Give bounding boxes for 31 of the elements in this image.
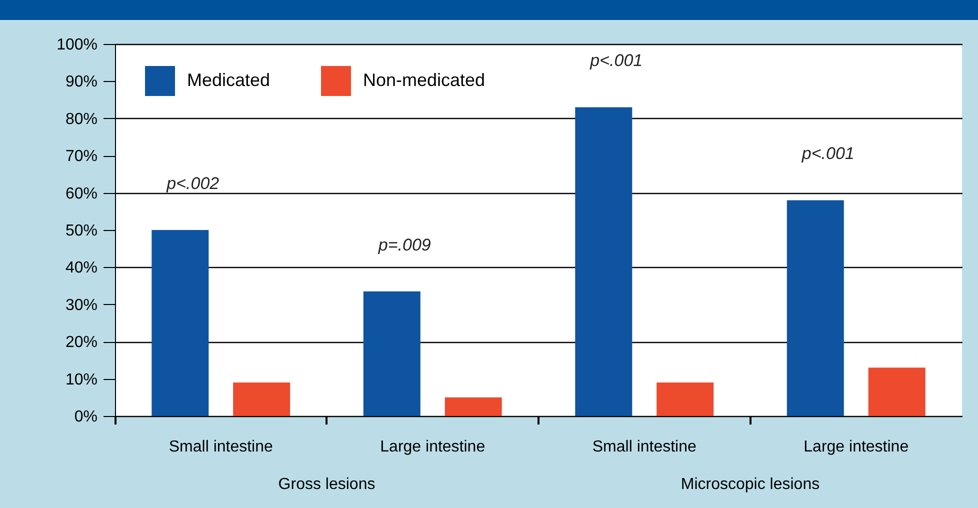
y-tick-label: 50%: [65, 222, 98, 240]
bar: [786, 200, 844, 416]
annotation: p<.001: [589, 51, 643, 70]
y-tick-label: 0%: [74, 408, 98, 426]
x-tick-label: Small intestine: [592, 438, 696, 456]
y-tick-label: 30%: [65, 296, 98, 314]
x-tick-label: Large intestine: [380, 438, 486, 456]
x-tick-label: Large intestine: [804, 438, 909, 456]
bar: [575, 107, 632, 416]
x-tick-label: Small intestine: [168, 438, 273, 456]
legend-label: Medicated: [187, 70, 270, 90]
y-tick-label: 100%: [56, 36, 98, 54]
bar: [656, 382, 714, 416]
y-tick-label: 70%: [65, 148, 98, 166]
y-tick-label: 40%: [65, 260, 98, 277]
y-tick-label: 10%: [65, 371, 98, 388]
text: Gross lesions: [278, 476, 376, 493]
y-tick-label: 80%: [65, 110, 98, 128]
y-tick-label: 90%: [65, 74, 98, 91]
bar: [868, 368, 926, 416]
annotation: p<.001: [800, 144, 854, 164]
text: Microscopic lesions: [680, 476, 820, 493]
y-tick-label: 20%: [65, 334, 98, 352]
bar: [363, 291, 420, 416]
bar: [233, 382, 290, 416]
legend-label: Non-medicated: [363, 70, 486, 90]
annotation: p=.009: [377, 235, 432, 254]
bar: [152, 230, 209, 416]
bar: [444, 397, 502, 416]
annotation: p<.002: [166, 174, 220, 193]
y-tick-label: 60%: [65, 185, 98, 202]
